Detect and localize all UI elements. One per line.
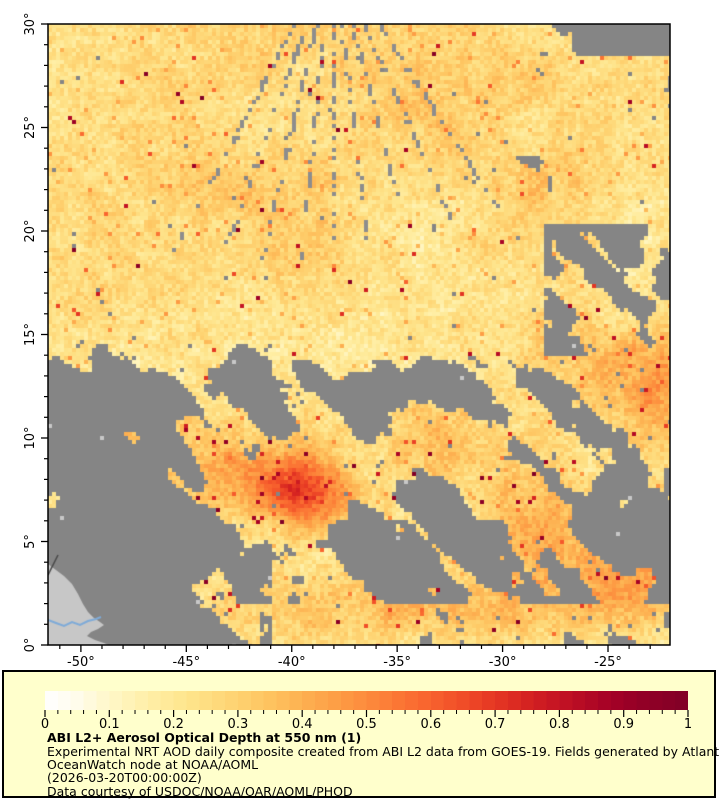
svg-text:-30°: -30°: [489, 655, 517, 670]
legend-timestamp: (2026-03-20T00:00:00Z): [47, 770, 202, 786]
svg-text:0°: 0°: [23, 638, 38, 653]
svg-text:5°: 5°: [23, 534, 38, 549]
legend-courtesy: Data courtesy of USDOC/NOAA/OAR/AOML/PHO…: [47, 783, 353, 799]
svg-text:0: 0: [41, 717, 49, 732]
map-axes: -50° -45° -40° -35° -30° -25° 0° 5° 10° 15° 20° 25°…: [23, 12, 671, 670]
svg-text:-50°: -50°: [67, 655, 95, 670]
svg-text:-35°: -35°: [383, 655, 411, 670]
svg-text:20°: 20°: [23, 219, 38, 242]
colorbar-ticks: 0 0.1 0.2 0.3 0.4 0.5 0.6 0.7 0.8 0.9 1: [41, 710, 692, 732]
svg-text:0.4: 0.4: [292, 717, 313, 732]
svg-text:-45°: -45°: [172, 655, 200, 670]
svg-text:0.9: 0.9: [613, 717, 634, 732]
svg-text:0.2: 0.2: [163, 717, 184, 732]
svg-text:0.7: 0.7: [485, 717, 506, 732]
aod-raster-map: [48, 24, 670, 645]
legend-panel: 0 0.1 0.2 0.3 0.4 0.5 0.6 0.7 0.8 0.9 1 ABI L2+ Ae…: [2, 670, 720, 798]
svg-text:15°: 15°: [23, 323, 38, 346]
svg-text:0.8: 0.8: [549, 717, 570, 732]
svg-text:10°: 10°: [23, 426, 38, 449]
svg-text:0.3: 0.3: [228, 717, 249, 732]
svg-text:0.5: 0.5: [356, 717, 377, 732]
svg-text:-25°: -25°: [594, 655, 622, 670]
legend-description-line: OceanWatch node at NOAA/AOML: [47, 757, 259, 773]
colorbar: [45, 691, 688, 710]
legend-description: Experimental NRT AOD daily composite cre…: [47, 745, 720, 798]
svg-text:25°: 25°: [23, 116, 38, 139]
svg-text:30°: 30°: [23, 12, 38, 35]
svg-text:-40°: -40°: [278, 655, 306, 670]
svg-text:1: 1: [684, 717, 692, 732]
svg-text:0.6: 0.6: [420, 717, 441, 732]
legend-title: ABI L2+ Aerosol Optical Depth at 550 nm …: [47, 730, 362, 745]
legend-description-line: Experimental NRT AOD daily composite cre…: [47, 744, 720, 759]
svg-text:0.1: 0.1: [99, 717, 120, 732]
